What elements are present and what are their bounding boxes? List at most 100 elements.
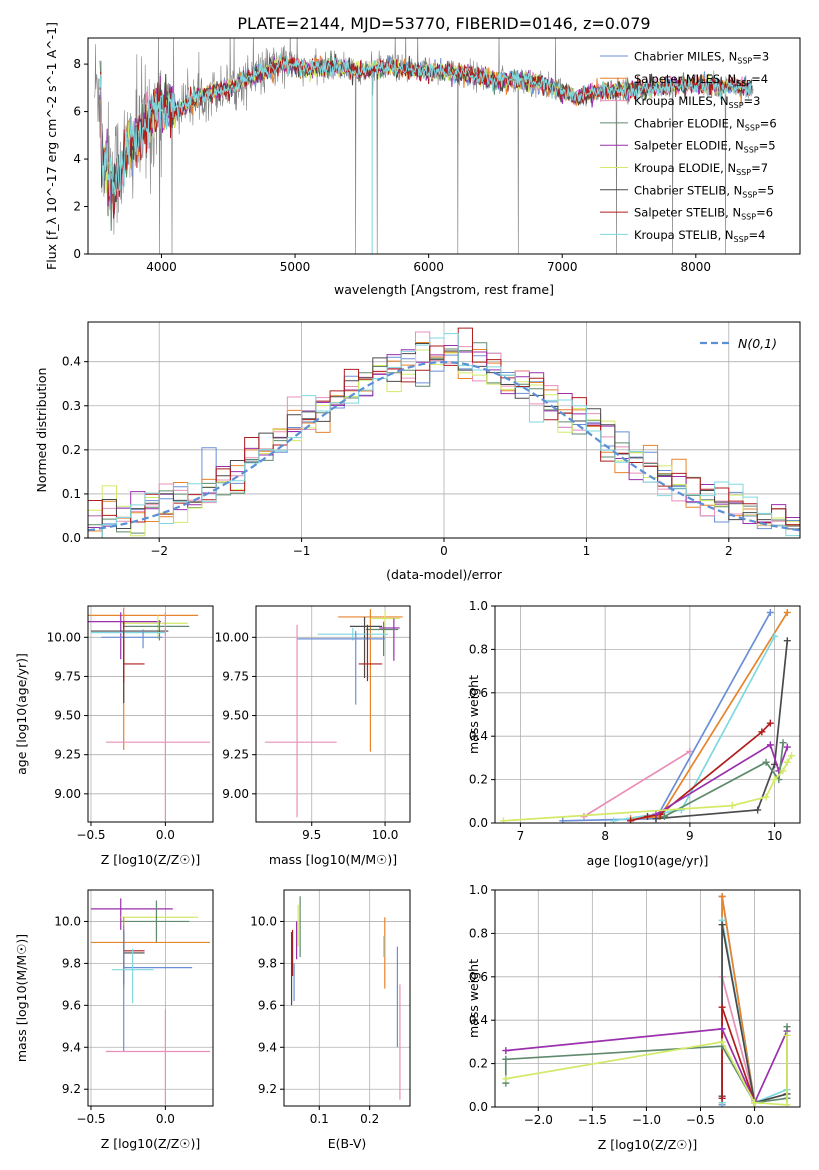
errorbar-krou_stelib (111, 948, 154, 1004)
x-axis-label: age [log10(age/yr)] (587, 853, 709, 868)
series-marker-krou_miles (580, 812, 588, 820)
legend-label-krou_stelib: Kroupa STELIB, NSSP=4 (634, 228, 765, 244)
x-axis-label: E(B-V) (328, 1136, 367, 1151)
series-marker-salp_elodie (783, 743, 791, 751)
legend-label-salp_miles: Salpeter MILES, NSSP=4 (634, 72, 768, 88)
y-tick-label: 0.1 (62, 487, 81, 501)
y-tick-label: 9.25 (54, 748, 81, 762)
x-axis-label: Z [log10(Z/Z☉)] (598, 1137, 698, 1152)
histogram-krou_stelib (88, 333, 800, 538)
series-marker-chab_stelib (754, 806, 762, 814)
series-marker-salp_stelib (644, 812, 651, 820)
x-axis-label: mass [log10(M/M☉)] (269, 852, 397, 867)
legend-label-chab_miles: Chabrier MILES, NSSP=3 (634, 50, 769, 66)
series-line-salp_miles (630, 612, 789, 820)
legend-label-salp_elodie: Salpeter ELODIE, NSSP=5 (634, 139, 776, 155)
series-marker-salp_miles (718, 893, 726, 901)
plot-area (290, 896, 401, 1100)
series-marker-salp_elodie (652, 810, 660, 818)
y-tick-label: 1.0 (469, 599, 488, 613)
y-tick-label: 8 (73, 57, 81, 71)
series-marker-chab_elodie (660, 812, 668, 820)
y-tick-label: 0.0 (62, 531, 81, 545)
x-tick-label: 0.0 (745, 1113, 764, 1127)
axes-frame (283, 889, 411, 1107)
x-tick-label: −2.0 (524, 1113, 553, 1127)
legend-label-normal: N(0,1) (738, 336, 777, 351)
series-marker-krou_elodie (728, 802, 736, 810)
y-tick-label: 9.6 (62, 998, 81, 1012)
series-marker-salp_stelib (718, 1003, 726, 1011)
y-tick-label: 0.6 (469, 686, 488, 700)
errorbar-salp_elodie (88, 612, 161, 660)
y-tick-label: 0.4 (469, 729, 488, 743)
series-marker-salp_stelib (627, 817, 635, 823)
series-line-salp_elodie (505, 1027, 788, 1105)
x-tick-label: −0.5 (76, 828, 105, 842)
y-tick-label: 9.25 (222, 748, 249, 762)
errorbar-krou_miles (105, 612, 211, 821)
x-tick-label: −0.5 (686, 1113, 715, 1127)
errorbar-salp_miles (90, 917, 211, 989)
x-tick-label: 0.0 (156, 1112, 175, 1126)
x-tick-label: 0.0 (156, 828, 175, 842)
legend-label-salp_stelib: Salpeter STELIB, NSSP=6 (634, 206, 773, 222)
y-tick-label: 9.00 (54, 787, 81, 801)
series-marker-krou_elodie (783, 1031, 791, 1039)
x-tick-label: 0 (440, 544, 448, 558)
x-tick-label: 10 (767, 829, 782, 843)
x-tick-label: 4000 (146, 260, 177, 274)
x-tick-label: 1 (583, 544, 591, 558)
errorbar-krou_miles (264, 624, 337, 818)
age-vs-mass-panel: 9.5 10.0 9.00 9.25 9.50 9.75 10.00 mass [log10(… (215, 605, 411, 867)
mass-vs-metallicity-panel: −0.5 0.0 9.2 9.4 9.6 9.8 10.0 Z [log10(Z/Z☉)] ma… (14, 889, 214, 1151)
plot-area (264, 609, 403, 818)
errorbar-krou_elodie (120, 900, 199, 939)
series-marker-salp_miles (783, 609, 791, 617)
series-marker-chab_elodie (783, 1023, 791, 1031)
series-marker-salp_elodie (718, 1025, 726, 1033)
y-tick-label: 0.2 (469, 773, 488, 787)
y-tick-label: 0.2 (62, 443, 81, 457)
y-axis-label: mass weight (466, 675, 481, 754)
x-tick-label: −1 (293, 544, 311, 558)
y-tick-label: 10.0 (54, 914, 81, 928)
residual-histogram-panel: −2 −1 0 1 2 0.0 0.1 0.2 0.3 0.4 N(0,1) (data-model)… (34, 321, 801, 582)
series-marker-chab_elodie (762, 758, 770, 766)
x-tick-label: 7000 (547, 260, 578, 274)
age-vs-metallicity-panel: −0.5 0.0 9.00 9.25 9.50 9.75 10.00 Z [log10(Z/Z… (14, 605, 214, 867)
legend-label-krou_elodie: Kroupa ELODIE, NSSP=7 (634, 161, 768, 177)
x-tick-label: 8000 (681, 260, 712, 274)
x-axis-label: wavelength [Angstrom, rest frame] (334, 282, 554, 297)
x-tick-label: 0.2 (360, 1112, 379, 1126)
x-tick-label: −1.0 (632, 1113, 661, 1127)
errorbar-salp_miles (338, 609, 403, 752)
plot-area (88, 607, 211, 821)
y-tick-label: 0.8 (469, 926, 488, 940)
series-marker-krou_elodie (788, 752, 796, 760)
y-tick-label: 0.2 (469, 1057, 488, 1071)
y-axis-label: Flux [f_λ 10^-17 erg cm^-2 s^-1 A^-1] (44, 22, 59, 270)
series-marker-krou_elodie (751, 1099, 759, 1107)
series-marker-salp_stelib (758, 728, 766, 736)
series-marker-chab_elodie (502, 1055, 510, 1063)
errorbar-krou_miles (105, 1009, 211, 1104)
series-marker-krou_elodie (779, 767, 787, 775)
plot-area (502, 893, 791, 1107)
series-marker-krou_elodie (762, 793, 770, 801)
series-line-krou_miles (583, 750, 691, 818)
mass-weight-vs-age-panel: 7 8 9 10 0.0 0.2 0.4 0.6 0.8 1.0 age [log10(age/yr… (466, 599, 801, 868)
y-tick-label: 9.4 (258, 1040, 277, 1054)
y-axis-label: age [log10(age/yr)] (14, 653, 29, 775)
axes-frame (494, 889, 801, 1108)
y-axis-label: mass [log10(M/M☉)] (14, 934, 29, 1062)
plot-area (499, 609, 796, 823)
series-line-chab_elodie (663, 742, 784, 818)
y-tick-label: 0 (73, 247, 81, 261)
errorbar-salp_stelib (123, 621, 145, 683)
y-tick-label: 10.0 (250, 914, 277, 928)
series-marker-krou_stelib (610, 817, 618, 823)
series-marker-chab_miles (559, 817, 567, 823)
x-tick-label: 6000 (413, 260, 444, 274)
